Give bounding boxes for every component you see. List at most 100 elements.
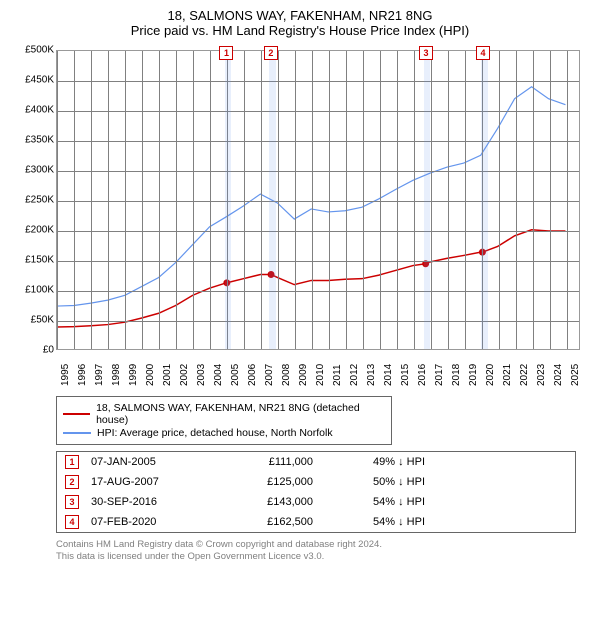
x-axis-label: 2005 [230, 364, 242, 386]
x-axis-label: 2009 [298, 364, 310, 386]
gridline-v [533, 51, 534, 349]
legend-swatch-hpi [63, 432, 91, 434]
gridline-v [516, 51, 517, 349]
x-axis-label: 2023 [536, 364, 548, 386]
gridline-v [397, 51, 398, 349]
gridline-v [57, 51, 58, 349]
chart-area: £0£50K£100K£150K£200K£250K£300K£350K£400… [12, 44, 588, 394]
x-axis-label: 2007 [264, 364, 276, 386]
x-axis-label: 2014 [383, 364, 395, 386]
gridline-v [74, 51, 75, 349]
x-axis-label: 2025 [570, 364, 582, 386]
x-axis-label: 2012 [349, 364, 361, 386]
x-axis-label: 2019 [468, 364, 480, 386]
x-axis-label: 2021 [502, 364, 514, 386]
gridline-h [57, 81, 579, 82]
transaction-marker: 4 [65, 515, 79, 529]
gridline-h [57, 321, 579, 322]
gridline-v [159, 51, 160, 349]
line-layer [57, 51, 579, 349]
gridline-v [550, 51, 551, 349]
transaction-marker: 3 [65, 495, 79, 509]
footnote-line2: This data is licensed under the Open Gov… [56, 551, 588, 563]
y-axis-label: £50K [31, 315, 54, 326]
transaction-date: 07-FEB-2020 [91, 516, 201, 528]
marker-band [481, 51, 488, 349]
x-axis-label: 1999 [128, 364, 140, 386]
x-axis-label: 2022 [519, 364, 531, 386]
marker-band [269, 51, 276, 349]
gridline-v [91, 51, 92, 349]
y-axis-label: £150K [25, 255, 54, 266]
transaction-rel: 49% ↓ HPI [325, 456, 425, 468]
legend: 18, SALMONS WAY, FAKENHAM, NR21 8NG (det… [56, 396, 392, 445]
transaction-date: 17-AUG-2007 [91, 476, 201, 488]
x-axis-label: 2020 [485, 364, 497, 386]
gridline-v [431, 51, 432, 349]
y-axis-label: £200K [25, 225, 54, 236]
gridline-h [57, 231, 579, 232]
x-axis-label: 2016 [417, 364, 429, 386]
gridline-v [142, 51, 143, 349]
transaction-date: 30-SEP-2016 [91, 496, 201, 508]
chart-subtitle: Price paid vs. HM Land Registry's House … [12, 23, 588, 38]
transaction-price: £162,500 [213, 516, 313, 528]
x-axis-label: 2000 [145, 364, 157, 386]
x-axis-label: 2018 [451, 364, 463, 386]
marker-label: 4 [476, 46, 490, 60]
gridline-v [261, 51, 262, 349]
gridline-v [567, 51, 568, 349]
gridline-v [499, 51, 500, 349]
chart-title: 18, SALMONS WAY, FAKENHAM, NR21 8NG [12, 8, 588, 23]
x-axis-label: 1996 [77, 364, 89, 386]
gridline-v [465, 51, 466, 349]
x-axis-label: 1998 [111, 364, 123, 386]
gridline-v [329, 51, 330, 349]
transaction-marker: 1 [65, 455, 79, 469]
gridline-h [57, 141, 579, 142]
legend-label-prop: 18, SALMONS WAY, FAKENHAM, NR21 8NG (det… [96, 402, 385, 426]
gridline-v [278, 51, 279, 349]
gridline-v [244, 51, 245, 349]
legend-item-prop: 18, SALMONS WAY, FAKENHAM, NR21 8NG (det… [63, 402, 385, 426]
y-axis-label: £450K [25, 75, 54, 86]
legend-swatch-prop [63, 413, 90, 415]
transaction-price: £125,000 [213, 476, 313, 488]
transaction-rel: 54% ↓ HPI [325, 516, 425, 528]
gridline-v [210, 51, 211, 349]
x-axis-label: 2010 [315, 364, 327, 386]
gridline-v [176, 51, 177, 349]
marker-label: 1 [219, 46, 233, 60]
gridline-v [414, 51, 415, 349]
transaction-date: 07-JAN-2005 [91, 456, 201, 468]
x-axis-label: 1995 [60, 364, 72, 386]
transaction-price: £111,000 [213, 456, 313, 468]
gridline-v [448, 51, 449, 349]
marker-label: 3 [419, 46, 433, 60]
transaction-row: 217-AUG-2007£125,00050% ↓ HPI [57, 472, 575, 492]
gridline-v [346, 51, 347, 349]
transaction-marker: 2 [65, 475, 79, 489]
x-axis-label: 2008 [281, 364, 293, 386]
legend-label-hpi: HPI: Average price, detached house, Nort… [97, 427, 333, 439]
x-axis-label: 2017 [434, 364, 446, 386]
gridline-v [108, 51, 109, 349]
gridline-h [57, 291, 579, 292]
gridline-v [380, 51, 381, 349]
gridline-h [57, 201, 579, 202]
y-axis-label: £350K [25, 135, 54, 146]
marker-band [225, 51, 232, 349]
marker-band [424, 51, 431, 349]
plot-area [56, 50, 580, 350]
gridline-h [57, 171, 579, 172]
y-axis-label: £400K [25, 105, 54, 116]
y-axis-label: £0 [43, 345, 54, 356]
gridline-h [57, 111, 579, 112]
gridline-v [312, 51, 313, 349]
gridline-v [125, 51, 126, 349]
transaction-table: 1 07-JAN-2005 £111,000 49% ↓ HPI 2 17-AUG-200… [56, 451, 576, 533]
transaction-row: 330-SEP-2016£143,00054% ↓ HPI [57, 492, 575, 512]
x-axis-label: 2024 [553, 364, 565, 386]
x-axis-label: 2001 [162, 364, 174, 386]
y-axis-label: £250K [25, 195, 54, 206]
